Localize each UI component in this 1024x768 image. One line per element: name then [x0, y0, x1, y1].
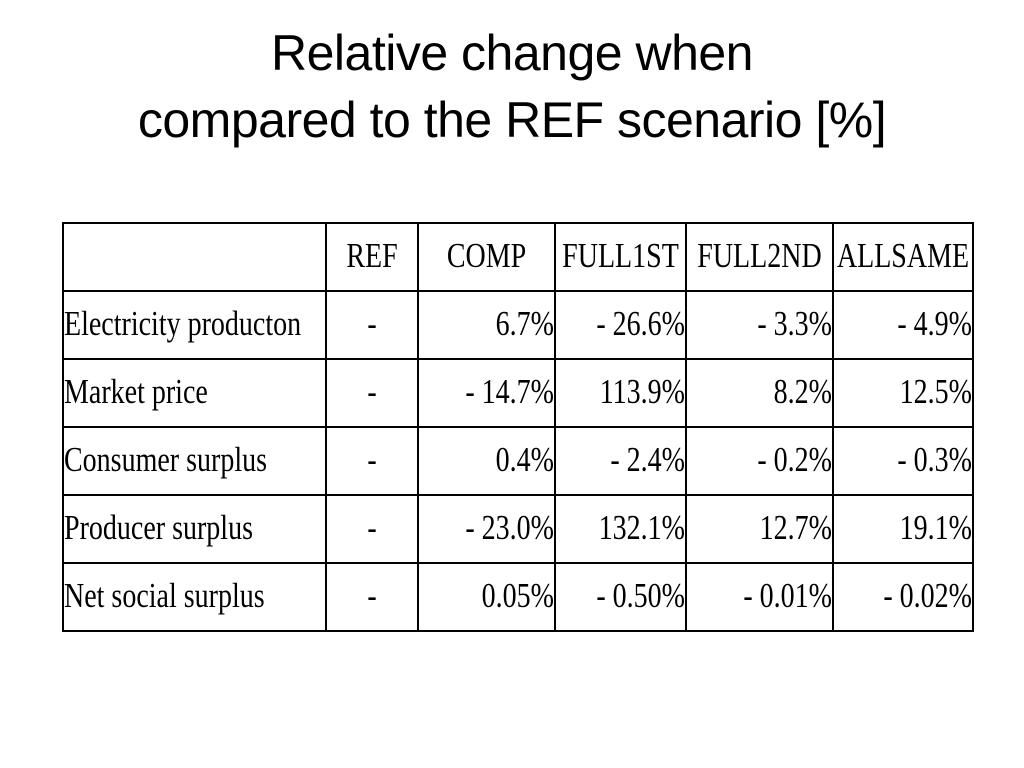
- cell-value: - 3.3%: [757, 304, 832, 344]
- cell-ref: -: [325, 358, 419, 428]
- cell-allsame: - 0.02%: [832, 562, 974, 632]
- row-label-cell: Net social surplus: [62, 562, 327, 632]
- header-cell-comp: COMP: [417, 222, 556, 292]
- header-cell-blank: [62, 222, 327, 292]
- header-label-allsame: ALLSAME: [836, 236, 970, 276]
- cell-ref: -: [325, 562, 419, 632]
- row-label-cell: Market price: [62, 358, 327, 428]
- row-label: Consumer surplus: [64, 440, 267, 480]
- header-cell-ref: REF: [325, 222, 419, 292]
- cell-comp: 6.7%: [417, 290, 556, 360]
- table-row-producer-surplus: Producer surplus - - 23.0% 132.1% 12.7% …: [62, 494, 974, 564]
- row-label-cell: Producer surplus: [62, 494, 327, 564]
- table-row-net-social-surplus: Net social surplus - 0.05% - 0.50% - 0.0…: [62, 562, 974, 632]
- slide-title-line2: compared to the REF scenario [%]: [137, 92, 887, 148]
- cell-value: -: [367, 576, 377, 616]
- cell-full1st: - 2.4%: [554, 426, 687, 496]
- cell-value: 8.2%: [773, 372, 832, 412]
- cell-full2nd: 8.2%: [685, 358, 834, 428]
- cell-value: -: [367, 508, 377, 548]
- cell-value: 12.5%: [899, 372, 972, 412]
- row-label: Market price: [64, 372, 208, 412]
- cell-value: -: [367, 372, 377, 412]
- cell-full1st: 113.9%: [554, 358, 687, 428]
- header-label-ref: REF: [346, 236, 398, 276]
- cell-value: 0.4%: [495, 440, 554, 480]
- cell-comp: - 14.7%: [417, 358, 556, 428]
- row-label-cell: Consumer surplus: [62, 426, 327, 496]
- table-header-row: REF COMP FULL1ST FULL2ND ALLSAME: [62, 222, 974, 292]
- cell-allsame: - 0.3%: [832, 426, 974, 496]
- cell-full2nd: - 0.2%: [685, 426, 834, 496]
- cell-full2nd: 12.7%: [685, 494, 834, 564]
- header-cell-full2nd: FULL2ND: [685, 222, 834, 292]
- cell-value: - 0.50%: [596, 576, 685, 616]
- cell-comp: 0.05%: [417, 562, 556, 632]
- cell-full1st: 132.1%: [554, 494, 687, 564]
- header-label-full1st: FULL1ST: [562, 236, 679, 276]
- cell-value: - 0.01%: [743, 576, 832, 616]
- row-label: Net social surplus: [64, 576, 265, 616]
- cell-full1st: - 26.6%: [554, 290, 687, 360]
- table-row-electricity-production: Electricity producton - 6.7% - 26.6% - 3…: [62, 290, 974, 360]
- header-label-comp: COMP: [446, 236, 527, 276]
- cell-full2nd: - 3.3%: [685, 290, 834, 360]
- cell-ref: -: [325, 426, 419, 496]
- cell-full1st: - 0.50%: [554, 562, 687, 632]
- slide-title: Relative change when compared to the REF…: [0, 20, 1024, 154]
- cell-ref: -: [325, 290, 419, 360]
- cell-value: - 0.02%: [883, 576, 972, 616]
- cell-value: 132.1%: [598, 508, 685, 548]
- cell-value: 0.05%: [481, 576, 554, 616]
- cell-value: -: [367, 440, 377, 480]
- cell-value: 113.9%: [599, 372, 685, 412]
- cell-value: - 2.4%: [610, 440, 685, 480]
- cell-value: - 0.3%: [897, 440, 972, 480]
- cell-comp: 0.4%: [417, 426, 556, 496]
- cell-value: - 14.7%: [465, 372, 554, 412]
- header-cell-full1st: FULL1ST: [554, 222, 687, 292]
- cell-full2nd: - 0.01%: [685, 562, 834, 632]
- table-row-consumer-surplus: Consumer surplus - 0.4% - 2.4% - 0.2% - …: [62, 426, 974, 496]
- cell-allsame: 12.5%: [832, 358, 974, 428]
- cell-value: 6.7%: [495, 304, 554, 344]
- cell-value: - 26.6%: [596, 304, 685, 344]
- cell-value: 12.7%: [759, 508, 832, 548]
- cell-allsame: 19.1%: [832, 494, 974, 564]
- row-label: Electricity producton: [64, 304, 302, 344]
- header-cell-allsame: ALLSAME: [832, 222, 974, 292]
- cell-ref: -: [325, 494, 419, 564]
- row-label-cell: Electricity producton: [62, 290, 327, 360]
- row-label: Producer surplus: [64, 508, 253, 548]
- cell-value: - 23.0%: [465, 508, 554, 548]
- cell-value: - 4.9%: [897, 304, 972, 344]
- cell-allsame: - 4.9%: [832, 290, 974, 360]
- slide-title-line1: Relative change when: [271, 25, 754, 81]
- cell-comp: - 23.0%: [417, 494, 556, 564]
- cell-value: 19.1%: [899, 508, 972, 548]
- cell-value: -: [367, 304, 377, 344]
- table-row-market-price: Market price - - 14.7% 113.9% 8.2% 12.5%: [62, 358, 974, 428]
- results-table: REF COMP FULL1ST FULL2ND ALLSAME Electri…: [62, 222, 974, 632]
- header-label-full2nd: FULL2ND: [697, 236, 822, 276]
- cell-value: - 0.2%: [757, 440, 832, 480]
